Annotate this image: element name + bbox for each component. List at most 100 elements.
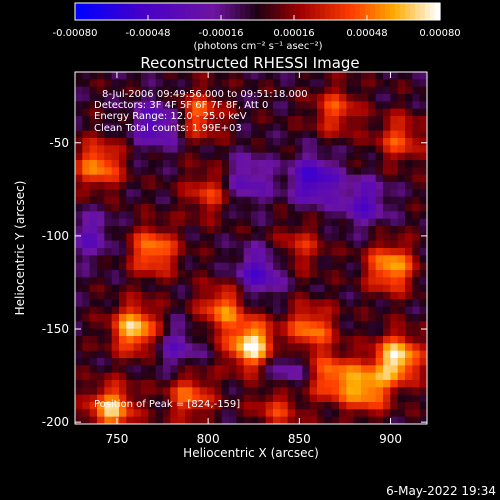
heatmap-cell bbox=[280, 284, 289, 293]
heatmap-cell bbox=[192, 116, 201, 124]
heatmap-cell bbox=[148, 138, 157, 146]
colorbar-tick-label: 0.00080 bbox=[419, 28, 460, 39]
heatmap-cell bbox=[97, 248, 105, 256]
heatmap-cell bbox=[287, 409, 296, 418]
heatmap-cell bbox=[405, 380, 413, 388]
heatmap-cell bbox=[405, 189, 413, 198]
heatmap-cell bbox=[375, 277, 384, 286]
heatmap-cell bbox=[155, 387, 164, 396]
heatmap-cell bbox=[199, 86, 208, 95]
heatmap-cell bbox=[331, 284, 340, 293]
heatmap-cell bbox=[265, 387, 274, 396]
heatmap-cell bbox=[155, 218, 164, 227]
heatmap-cell bbox=[412, 372, 421, 381]
heatmap-cell bbox=[192, 284, 201, 293]
heatmap-cell bbox=[317, 270, 325, 278]
heatmap-cell bbox=[368, 167, 377, 176]
heatmap-cell bbox=[126, 226, 135, 234]
heatmap-cell bbox=[295, 94, 303, 102]
heatmap-cell bbox=[214, 116, 223, 124]
heatmap-cell bbox=[251, 233, 259, 242]
heatmap-cell bbox=[324, 167, 333, 176]
heatmap-cell bbox=[331, 358, 340, 366]
heatmap-cell bbox=[141, 94, 149, 102]
heatmap-cell bbox=[390, 350, 399, 359]
heatmap-cell bbox=[324, 101, 333, 110]
heatmap-cell bbox=[324, 211, 333, 220]
heatmap-cell bbox=[126, 116, 135, 124]
heatmap-cell bbox=[251, 86, 259, 95]
heatmap-cell bbox=[405, 255, 413, 264]
heatmap-cell bbox=[390, 387, 399, 396]
heatmap-cell bbox=[273, 130, 281, 139]
heatmap-cell bbox=[97, 86, 105, 95]
heatmap-cell bbox=[214, 101, 223, 110]
heatmap-cell bbox=[155, 336, 164, 344]
heatmap-cell bbox=[148, 174, 157, 183]
heatmap-cell bbox=[412, 138, 421, 146]
heatmap-cell bbox=[111, 218, 120, 227]
heatmap-cell bbox=[199, 226, 208, 234]
heatmap-cell bbox=[229, 86, 237, 95]
colorbar-cell bbox=[190, 3, 196, 20]
heatmap-cell bbox=[236, 284, 245, 293]
heatmap-cell bbox=[302, 160, 311, 168]
heatmap-cell bbox=[265, 167, 274, 176]
heatmap-cell bbox=[390, 380, 399, 388]
heatmap-cell bbox=[243, 248, 252, 256]
heatmap-cell bbox=[383, 196, 391, 205]
heatmap-cell bbox=[295, 350, 303, 359]
heatmap-cell bbox=[324, 409, 333, 418]
heatmap-cell bbox=[75, 211, 83, 220]
heatmap-cell bbox=[317, 152, 325, 161]
heatmap-cell bbox=[353, 196, 362, 205]
heatmap-cell bbox=[82, 372, 91, 381]
heatmap-cell bbox=[302, 94, 311, 102]
heatmap-cell bbox=[163, 233, 171, 242]
heatmap-cell bbox=[397, 189, 406, 198]
heatmap-cell bbox=[383, 262, 391, 271]
heatmap-cell bbox=[390, 160, 399, 168]
heatmap-cell bbox=[280, 321, 289, 330]
heatmap-cell bbox=[405, 292, 413, 300]
heatmap-cell bbox=[280, 314, 289, 322]
heatmap-cell bbox=[141, 277, 149, 286]
heatmap-cell bbox=[309, 101, 318, 110]
heatmap-cell bbox=[309, 123, 318, 132]
heatmap-cell bbox=[133, 248, 142, 256]
heatmap-cell bbox=[119, 233, 127, 242]
heatmap-cell bbox=[419, 270, 428, 278]
heatmap-cell bbox=[324, 284, 333, 293]
heatmap-cell bbox=[207, 328, 215, 337]
heatmap-cell bbox=[229, 130, 237, 139]
heatmap-cell bbox=[368, 79, 377, 88]
heatmap-cell bbox=[177, 72, 186, 80]
heatmap-cell bbox=[185, 211, 193, 220]
heatmap-cell bbox=[324, 372, 333, 381]
heatmap-cell bbox=[419, 174, 428, 183]
heatmap-cell bbox=[346, 299, 355, 308]
heatmap-cell bbox=[258, 343, 267, 352]
heatmap-cell bbox=[368, 248, 377, 256]
heatmap-cell bbox=[214, 270, 223, 278]
heatmap-cell bbox=[280, 72, 289, 80]
heatmap-cell bbox=[177, 218, 186, 227]
heatmap-cell bbox=[163, 94, 171, 102]
heatmap-cell bbox=[368, 409, 377, 418]
heatmap-cell bbox=[302, 306, 311, 315]
heatmap-cell bbox=[280, 387, 289, 396]
heatmap-cell bbox=[273, 336, 281, 344]
heatmap-cell bbox=[207, 72, 215, 80]
heatmap-cell bbox=[133, 358, 142, 366]
heatmap-cell bbox=[82, 270, 91, 278]
heatmap-cell bbox=[375, 270, 384, 278]
heatmap-cell bbox=[111, 365, 120, 374]
heatmap-cell bbox=[192, 138, 201, 146]
heatmap-cell bbox=[258, 240, 267, 249]
heatmap-cell bbox=[383, 284, 391, 293]
heatmap-cell bbox=[265, 365, 274, 374]
heatmap-cell bbox=[192, 255, 201, 264]
heatmap-cell bbox=[368, 270, 377, 278]
heatmap-cell bbox=[75, 299, 83, 308]
heatmap-cell bbox=[236, 138, 245, 146]
